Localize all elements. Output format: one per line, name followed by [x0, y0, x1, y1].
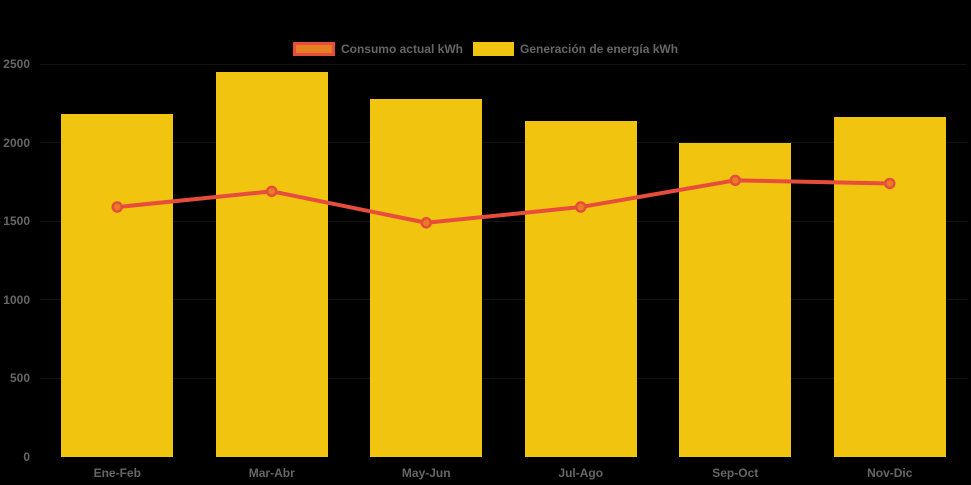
bar-generacion[interactable] — [215, 71, 328, 457]
y-axis-label: 0 — [23, 450, 30, 464]
x-axis-label: Mar-Abr — [248, 466, 295, 480]
x-axis-label: Jul-Ago — [558, 466, 604, 480]
consumo-data-point[interactable] — [729, 174, 741, 187]
x-axis-label: May-Jun — [401, 466, 451, 480]
bar-generacion[interactable] — [524, 120, 637, 457]
consumo-data-point[interactable] — [420, 217, 432, 229]
consumo-legend-swatch-icon — [292, 42, 335, 56]
y-axis-label: 1500 — [3, 214, 30, 229]
consumo-data-point[interactable] — [575, 201, 587, 213]
y-axis-label: 1000 — [3, 292, 30, 307]
gridline — [40, 63, 967, 65]
y-axis-label: 2500 — [3, 57, 30, 71]
y-axis-label: 2000 — [3, 135, 30, 150]
consumo-data-point[interactable] — [884, 177, 896, 190]
bar-generacion[interactable] — [679, 142, 792, 457]
gridline — [40, 220, 967, 222]
generacion-legend-swatch-icon — [472, 42, 514, 56]
bar-generacion[interactable] — [833, 117, 946, 457]
legend-label-consumo: Consumo actual kWh — [340, 42, 463, 56]
bar-generacion[interactable] — [61, 114, 174, 457]
x-axis-label: Sep-Oct — [712, 466, 759, 480]
gridline — [40, 142, 967, 144]
consumo-data-point[interactable] — [266, 185, 278, 198]
legend-item-generacion[interactable]: Generación de energía kWh — [472, 42, 679, 56]
bar-generacion[interactable] — [370, 98, 483, 457]
legend-item-consumo[interactable]: Consumo actual kWh — [292, 42, 463, 56]
chart-legend: Consumo actual kWh Generación de energía… — [0, 42, 971, 56]
legend-label-generacion: Generación de energía kWh — [519, 42, 679, 56]
x-axis-label: Nov-Dic — [867, 466, 913, 480]
consumo-data-point[interactable] — [111, 201, 123, 213]
x-axis-label: Ene-Feb — [93, 466, 141, 480]
gridline — [40, 377, 967, 379]
gridline — [40, 299, 967, 301]
y-axis-label: 500 — [9, 371, 30, 386]
